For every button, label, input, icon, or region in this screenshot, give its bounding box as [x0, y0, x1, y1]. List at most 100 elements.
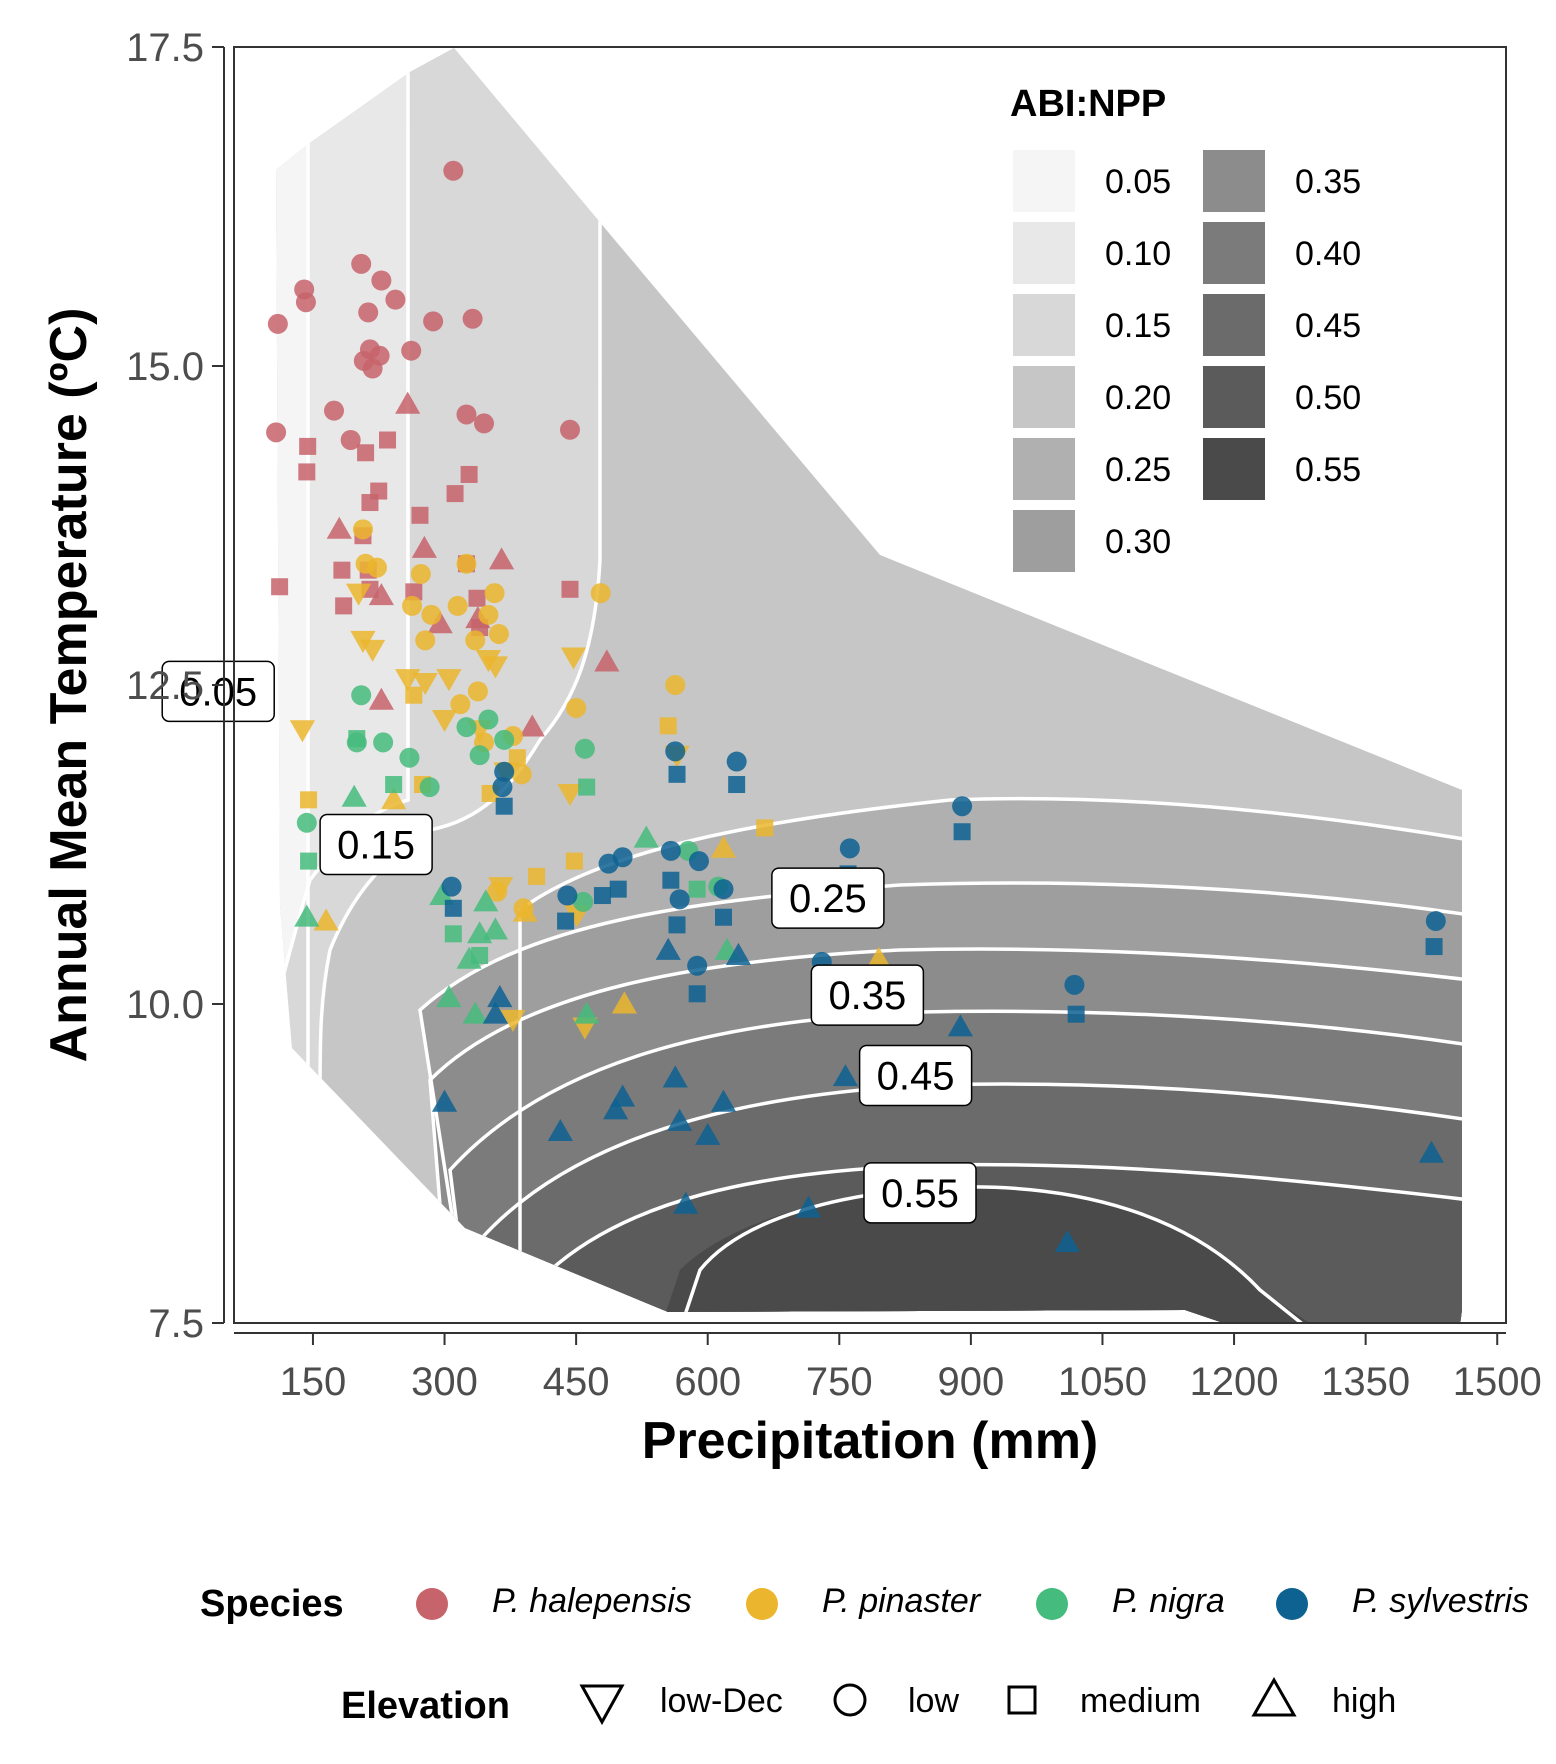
data-point-sylvestris [487, 985, 513, 1008]
data-point-sylvestris [482, 1001, 509, 1024]
data-point-nigra [300, 852, 318, 870]
data-point-pinaster [590, 583, 611, 604]
contour-field [276, 48, 1462, 1323]
data-point-sylvestris [494, 761, 515, 782]
data-point-pinaster [360, 639, 386, 662]
data-point-pinaster [508, 749, 526, 767]
data-point-sylvestris [557, 912, 575, 930]
data-point-pinaster [366, 557, 387, 578]
data-point-nigra [296, 812, 317, 833]
fill-legend-label: 0.45 [1295, 307, 1361, 345]
data-point-halepensis [379, 431, 397, 449]
data-point-sylvestris [839, 838, 860, 859]
data-point-sylvestris [1067, 1005, 1085, 1023]
fill-legend-label: 0.35 [1295, 163, 1361, 201]
data-point-nigra [462, 1001, 488, 1024]
data-point-sylvestris [668, 765, 686, 783]
data-point-pinaster [611, 991, 637, 1014]
plot-panel-border [233, 46, 1507, 1324]
data-point-pinaster [405, 686, 423, 704]
data-point-nigra [351, 685, 372, 706]
data-point-sylvestris [715, 908, 733, 926]
fill-legend-title: ABI:NPP [1010, 83, 1166, 125]
data-point-pinaster [289, 720, 316, 743]
species-legend-label: P. pinaster [822, 1582, 982, 1620]
data-point-sylvestris [713, 879, 734, 900]
species-legend-key [1036, 1588, 1068, 1620]
data-point-pinaster [500, 1009, 526, 1032]
contour-label-box [858, 1044, 973, 1107]
data-point-pinaster [447, 595, 468, 616]
data-point-nigra [373, 732, 394, 753]
x-tick-label: 1350 [1321, 1360, 1410, 1404]
data-point-sylvestris [593, 887, 611, 905]
data-point-pinaster [484, 583, 505, 604]
y-axis-title: Annual Mean Temperature (ºC) [40, 308, 98, 1063]
data-point-nigra [469, 745, 490, 766]
elevation-legend-label: low [908, 1682, 959, 1720]
data-point-halepensis [299, 437, 317, 455]
data-point-sylvestris [609, 880, 627, 898]
data-point-nigra [385, 776, 403, 794]
species-legend-title: Species [200, 1583, 344, 1625]
x-tick-label: 450 [543, 1360, 610, 1404]
x-axis-title: Precipitation (mm) [642, 1412, 1099, 1470]
data-point-nigra [573, 891, 594, 912]
x-tick-label: 1050 [1058, 1360, 1147, 1404]
species-legend-key [746, 1588, 778, 1620]
data-point-sylvestris [832, 1064, 859, 1087]
data-point-halepensis [594, 649, 620, 672]
data-point-halepensis [333, 561, 351, 579]
data-point-halepensis [371, 270, 392, 291]
data-point-sylvestris [1054, 1230, 1080, 1253]
data-point-sylvestris [441, 876, 462, 897]
data-point-sylvestris [667, 1108, 693, 1131]
fill-legend-swatch [1203, 222, 1265, 284]
elevation-legend-label: medium [1080, 1682, 1201, 1720]
fill-legend-label: 0.25 [1105, 451, 1171, 489]
data-point-nigra [633, 825, 659, 848]
data-point-halepensis [362, 358, 383, 379]
data-point-halepensis [368, 583, 394, 606]
data-point-sylvestris [688, 985, 706, 1003]
data-point-halepensis [519, 714, 545, 737]
data-point-sylvestris [669, 889, 690, 910]
species-legend-label: P. nigra [1112, 1582, 1225, 1620]
species-legend-key [416, 1588, 448, 1620]
data-point-halepensis [405, 583, 423, 601]
elevation-legend-key [833, 1683, 867, 1717]
data-point-sylvestris [953, 823, 971, 841]
data-point-sylvestris [688, 851, 709, 872]
elevation-legend-key [1251, 1676, 1297, 1717]
data-point-nigra [348, 730, 366, 748]
data-point-sylvestris [547, 1119, 573, 1142]
data-point-sylvestris [1418, 1140, 1445, 1163]
data-point-nigra [688, 880, 706, 898]
data-point-halepensis [351, 253, 372, 274]
data-point-pinaster [866, 946, 892, 969]
data-point-halepensis [561, 580, 579, 598]
elevation-legend-title: Elevation [341, 1685, 510, 1727]
data-point-pinaster [381, 787, 407, 810]
data-point-pinaster [512, 899, 538, 922]
data-point-pinaster [566, 697, 587, 718]
data-point-halepensis [423, 311, 444, 332]
data-point-halepensis [335, 597, 353, 615]
data-point-nigra [429, 882, 455, 905]
y-tick-label: 10.0 [126, 983, 204, 1027]
data-point-sylvestris [1425, 938, 1443, 956]
data-point-halepensis [368, 687, 394, 710]
fill-legend: ABI:NPP 0.05 0.10 0.15 0.20 0.25 0.30 0.35 0.40… [1010, 83, 1361, 572]
data-point-sylvestris [668, 916, 686, 934]
fill-legend-label: 0.20 [1105, 379, 1171, 417]
data-point-pinaster [412, 672, 438, 696]
species-legend-label: P. halepensis [492, 1582, 692, 1620]
fill-legend-label: 0.40 [1295, 235, 1361, 273]
data-point-pinaster [352, 519, 373, 540]
contour-label-box [810, 964, 925, 1026]
y-tick-label: 17.5 [126, 26, 204, 70]
data-point-sylvestris [725, 942, 752, 965]
fill-legend-swatch [1013, 294, 1075, 356]
x-tick-label: 600 [674, 1360, 741, 1404]
